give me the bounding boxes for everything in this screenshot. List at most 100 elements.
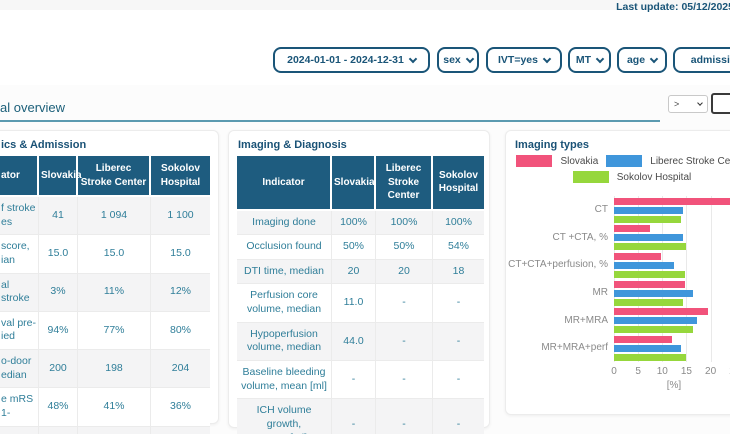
value-cell: 16%: [39, 426, 78, 434]
column-header: Liberec Stroke Center: [376, 156, 433, 211]
imaging-table: Indicator Slovakia Liberec Stroke Center So…: [237, 156, 484, 434]
x-tick-label: 0: [611, 366, 617, 377]
last-update-value: 05/12/2025: [681, 1, 730, 13]
bar-ct-s0: [614, 197, 730, 205]
x-axis-label: [%]: [666, 380, 682, 391]
filter-button-label: 2024-01-01 - 2024-12-31: [287, 54, 404, 66]
legend-label: Liberec Stroke Center: [650, 155, 730, 167]
value-cell: 44.0: [332, 322, 376, 361]
category-label: CT: [594, 204, 608, 215]
page-title: al overview: [0, 100, 66, 115]
operator-select-value: >: [674, 99, 680, 109]
value-cell: 36%: [151, 388, 210, 427]
category-label: MR: [592, 287, 608, 298]
column-header: Slovakia: [39, 156, 82, 197]
legend-swatch-0: [516, 155, 553, 167]
demographics-table: ator Slovakia Liberec Stroke Center Sokolov…: [0, 156, 210, 434]
filter-button-3[interactable]: MT: [568, 47, 611, 73]
indicator-label: Baseline bleeding volume, mean [ml]: [237, 360, 332, 400]
filter-button-5[interactable]: admission N: [673, 47, 730, 73]
filter-bar: 2024-01-01 - 2024-12-31 sex IVT=yes MT age ad…: [0, 47, 730, 75]
legend-swatch-1: [606, 155, 643, 167]
filter-button-label: age: [626, 54, 646, 66]
chevron-down-icon: [542, 54, 552, 63]
filter-button-4[interactable]: age: [617, 47, 667, 73]
card-title: ics & Admission: [1, 139, 87, 151]
chart-plot: CT CT +CTA, % CT+CTA+perfusion, % MR MR+MRA M…: [508, 196, 730, 391]
column-header: Indicator: [237, 156, 332, 211]
value-cell: -: [433, 399, 484, 434]
gridline: [638, 196, 640, 362]
category-label: MR+MRA+perf: [541, 342, 608, 354]
indicator-label: Hypoperfusion volume, median: [237, 322, 332, 361]
filter-button-label: admission N: [690, 54, 730, 66]
bar-ct-cta--s1: [614, 234, 684, 242]
value-cell: 15.0: [151, 235, 210, 274]
card-imaging-types-chart: Imaging types Slovakia Liberec Stroke Cen…: [505, 130, 730, 415]
chevron-down-icon: [408, 54, 418, 63]
value-cell: 48%: [39, 388, 78, 427]
indicator-label: e mRS 3: [0, 426, 39, 434]
table-row: Hypoperfusion volume, median 44.0- -: [237, 322, 484, 361]
value-cell: -: [433, 322, 484, 361]
chevron-down-icon: [697, 100, 703, 106]
bar-ct-cta-perfusion--s2: [614, 270, 686, 278]
indicator-label: ICH volume growth,mean [ml]: [237, 399, 332, 434]
value-cell: 23%: [151, 426, 210, 434]
last-update: Last update: 05/12/2025: [616, 1, 730, 13]
value-cell: 100%: [433, 210, 484, 236]
filter-button-2[interactable]: IVT=yes: [486, 47, 562, 73]
filter-button-1[interactable]: sex: [437, 47, 479, 73]
table-row: ICH volume growth,mean [ml]---: [237, 399, 484, 434]
card-demographics-admission: ics & Admission ator Slovakia Liberec Stro…: [0, 130, 219, 434]
value-cell: 19%: [78, 426, 151, 434]
x-tick-label: 10: [656, 366, 668, 377]
value-cell: 198: [78, 350, 151, 389]
bar-ct-cta--s0: [614, 225, 650, 233]
value-cell: -: [376, 399, 433, 434]
card-imaging-diagnosis: Imaging & Diagnosis Indicator Slovakia Lib…: [228, 130, 490, 434]
indicator-label: e mRS 1-: [0, 388, 39, 427]
bar-mr-mra-perf-s0: [614, 335, 673, 343]
indicator-label: score, ian: [0, 235, 39, 274]
value-cell: -: [376, 322, 433, 361]
filter-value-input[interactable]: [711, 93, 730, 114]
filter-button-0[interactable]: 2024-01-01 - 2024-12-31: [273, 47, 430, 73]
gridline: [686, 196, 688, 362]
gridline: [662, 196, 664, 362]
column-header: Sokolov Hospital: [433, 156, 484, 211]
chart-legend: Slovakia Liberec Stroke Center Sokolov Hos…: [506, 153, 730, 185]
value-cell: 1 094: [78, 197, 151, 236]
value-cell: 20: [376, 259, 433, 285]
indicator-label: val pre-ied: [0, 311, 39, 351]
value-cell: 54%: [433, 235, 484, 260]
tab-underline: [0, 120, 660, 122]
table-row: val pre-ied 94% 77% 80%: [0, 311, 210, 351]
value-cell: -: [376, 360, 433, 400]
legend-label: Sokolov Hospital: [616, 171, 692, 183]
chart-title: Imaging types: [515, 139, 589, 151]
operator-select[interactable]: >: [668, 95, 708, 113]
value-cell: 12%: [151, 273, 210, 312]
value-cell: -: [433, 284, 484, 323]
indicator-label: o-door edian: [0, 350, 39, 389]
column-header: Sokolov Hospital: [151, 156, 210, 197]
table-row: e mRS 316%19%23%: [0, 426, 210, 434]
column-header: Liberec Stroke Center: [78, 156, 151, 197]
table-row: f stroke es 41 1 094 1 100: [0, 197, 210, 236]
value-cell: 20: [332, 259, 376, 285]
bar-mr-s0: [614, 280, 685, 288]
legend-label: Slovakia: [560, 155, 599, 167]
bar-mr-mra-s1: [614, 317, 698, 325]
value-cell: 50%: [376, 235, 433, 260]
table-row: o-door edian 200 198 204: [0, 350, 210, 389]
bar-mr-s1: [614, 289, 693, 297]
value-cell: -: [376, 284, 433, 323]
legend-swatch-2: [572, 171, 609, 183]
value-cell: 50%: [332, 235, 376, 260]
bar-mr-mra-s0: [614, 308, 708, 316]
value-cell: 15.0: [78, 235, 151, 274]
value-cell: 3%: [39, 273, 78, 312]
x-tick-label: 15: [680, 366, 692, 377]
